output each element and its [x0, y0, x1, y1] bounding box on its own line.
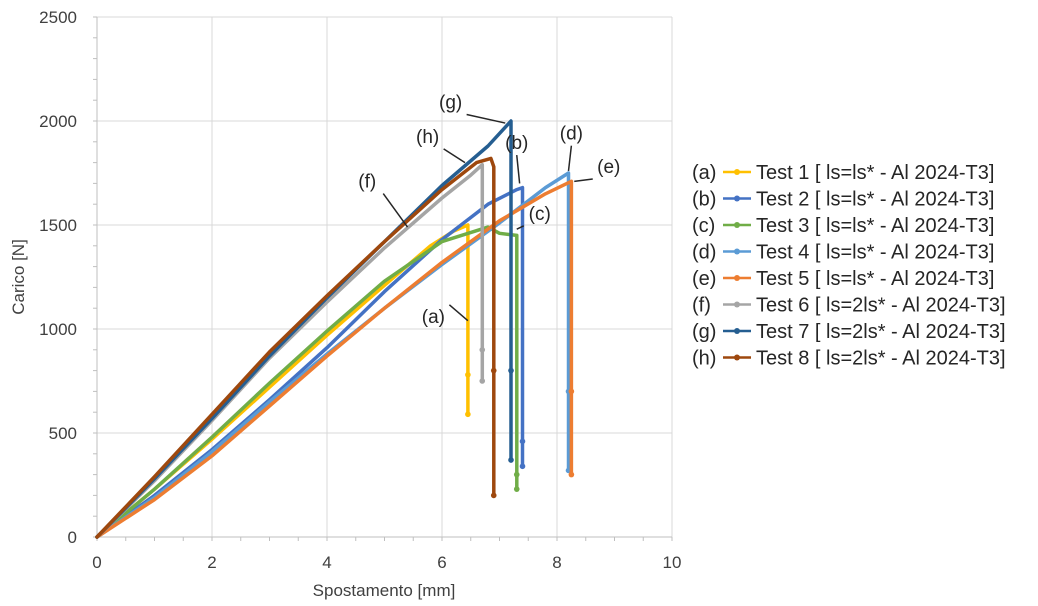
x-tick-label: 8	[552, 553, 561, 572]
annotation-leader	[443, 148, 466, 164]
series-3	[95, 225, 520, 539]
legend-item: (f) Test 6 [ ls=2ls* - Al 2024-T3]	[692, 295, 1006, 317]
data-point	[465, 371, 471, 378]
data-point	[479, 378, 486, 384]
data-point	[513, 486, 520, 492]
data-point	[519, 463, 526, 470]
legend-swatch-marker	[734, 301, 740, 308]
legend-item: (c) Test 3 [ ls=ls* - Al 2024-T3]	[692, 215, 994, 237]
legend-item: (h) Test 8 [ ls=2ls* - Al 2024-T3]	[692, 348, 1006, 370]
annotation-leader	[567, 145, 573, 172]
legend-swatch-marker	[734, 195, 740, 202]
x-tick-label: 10	[663, 553, 682, 572]
data-point	[465, 411, 471, 418]
legend-label: Test 7 [ ls=2ls* - Al 2024-T3]	[756, 321, 1006, 343]
series-5	[95, 179, 575, 539]
legend-letter: (h)	[692, 348, 716, 370]
series-line	[95, 156, 496, 539]
annotation-label: (b)	[505, 133, 528, 154]
legend-label: Test 6 [ ls=2ls* - Al 2024-T3]	[756, 295, 1006, 317]
legend-letter: (c)	[692, 215, 715, 237]
axes	[93, 16, 673, 541]
annotation-leader	[574, 178, 593, 183]
series-line	[95, 162, 485, 539]
y-tick-label: 0	[68, 528, 77, 547]
data-point	[519, 438, 526, 445]
annotation-label: (f)	[358, 172, 376, 193]
y-tick-label: 2000	[39, 112, 77, 131]
annotation-leader	[516, 155, 521, 184]
annotation-label: (d)	[560, 124, 583, 145]
x-tick-label: 6	[437, 553, 446, 572]
legend-item: (g) Test 7 [ ls=2ls* - Al 2024-T3]	[692, 321, 1006, 343]
series-group	[95, 119, 575, 539]
series-8	[95, 156, 497, 539]
legend-label: Test 8 [ ls=2ls* - Al 2024-T3]	[756, 348, 1006, 370]
legend-label: Test 3 [ ls=ls* - Al 2024-T3]	[756, 215, 994, 237]
legend-label: Test 4 [ ls=ls* - Al 2024-T3]	[756, 242, 994, 264]
legend-letter: (g)	[692, 321, 716, 343]
data-point	[490, 492, 497, 499]
annotation-leader	[448, 304, 469, 322]
legend-label: Test 5 [ ls=ls* - Al 2024-T3]	[756, 268, 994, 290]
legend: (a) Test 1 [ ls=ls* - Al 2024-T3] (b) Test …	[692, 162, 1006, 370]
annotation-label: (a)	[422, 307, 445, 328]
data-point	[490, 367, 497, 374]
data-point	[513, 471, 520, 478]
annotation-label: (c)	[529, 204, 551, 225]
series-line	[95, 225, 519, 539]
legend-item: (d) Test 4 [ ls=ls* - Al 2024-T3]	[692, 242, 994, 264]
series-line	[95, 171, 571, 539]
legend-item: (a) Test 1 [ ls=ls* - Al 2024-T3]	[692, 162, 994, 184]
legend-letter: (a)	[692, 162, 716, 184]
legend-swatch-marker	[734, 222, 740, 228]
annotations: (a) (b) (c) (d) (e) (f) (g)(h)	[358, 93, 620, 328]
annotation-label: (h)	[416, 127, 439, 148]
legend-label: Test 1 [ ls=ls* - Al 2024-T3]	[756, 162, 994, 184]
legend-swatch-marker	[734, 328, 740, 334]
legend-letter: (e)	[692, 268, 716, 290]
grid	[97, 16, 673, 537]
annotation-label: (e)	[597, 157, 620, 178]
series-6	[95, 162, 486, 539]
x-tick-label: 0	[92, 553, 101, 572]
legend-letter: (f)	[692, 295, 711, 317]
legend-swatch-marker	[734, 354, 740, 361]
y-tick-label: 2500	[39, 8, 77, 27]
legend-swatch-marker	[734, 169, 740, 175]
data-point	[568, 471, 575, 478]
annotation-leader	[466, 113, 506, 124]
y-tick-label: 500	[49, 424, 77, 443]
data-point	[508, 457, 514, 463]
legend-swatch-marker	[734, 275, 740, 281]
x-tick-label: 2	[207, 553, 216, 572]
data-point	[568, 388, 575, 395]
legend-item: (e) Test 5 [ ls=ls* - Al 2024-T3]	[692, 268, 994, 290]
series-line	[95, 179, 574, 539]
annotation-leader	[516, 225, 525, 230]
legend-item: (b) Test 2 [ ls=ls* - Al 2024-T3]	[692, 189, 994, 211]
data-point	[479, 347, 486, 353]
legend-letter: (b)	[692, 189, 716, 211]
annotation-label: (g)	[439, 93, 462, 114]
tick-labels: 0 2 4 6 8 10 0 500 1000 1500 2000 2500	[39, 8, 681, 572]
y-axis-title: Carico [N]	[9, 239, 28, 315]
y-tick-label: 1500	[39, 216, 77, 235]
legend-label: Test 2 [ ls=ls* - Al 2024-T3]	[756, 189, 994, 211]
y-tick-label: 1000	[39, 320, 77, 339]
data-point	[508, 367, 514, 374]
x-axis-title: Spostamento [mm]	[313, 581, 456, 600]
legend-swatch-marker	[734, 248, 740, 255]
annotation-leader	[382, 193, 409, 228]
legend-letter: (d)	[692, 242, 716, 264]
x-tick-label: 4	[322, 553, 331, 572]
